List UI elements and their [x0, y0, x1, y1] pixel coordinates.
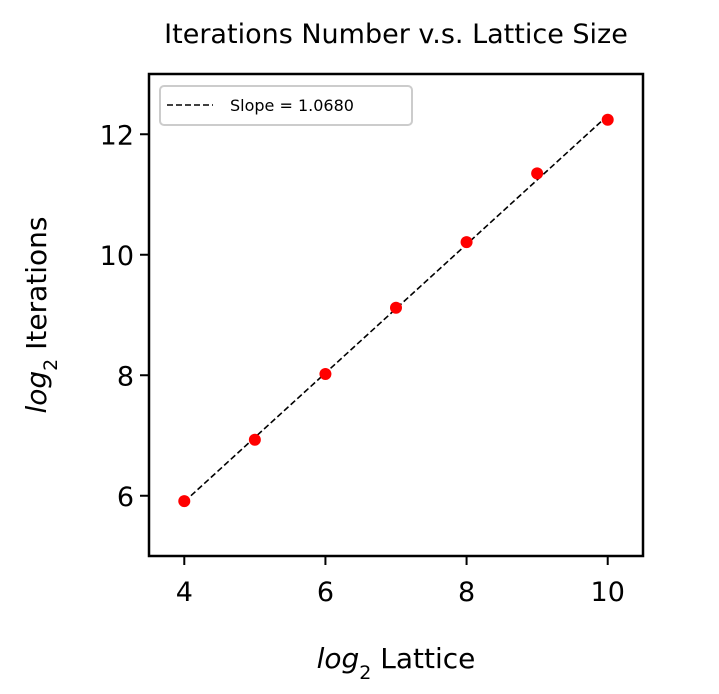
- x-axis-label-math: log: [317, 642, 360, 675]
- y-tick-label: 12: [100, 120, 134, 151]
- y-tick-label: 6: [117, 482, 134, 513]
- x-axis-label-subscript: 2: [359, 662, 371, 684]
- plot-area: [147, 72, 645, 558]
- data-point: [319, 368, 332, 381]
- legend: Slope = 1.0680: [159, 85, 413, 126]
- x-axis-label: log2 Lattice: [317, 642, 476, 684]
- x-tick-label: 6: [317, 577, 334, 608]
- legend-label: Slope = 1.0680: [230, 96, 354, 115]
- y-axis: 6 8 10 12: [100, 120, 149, 513]
- y-axis-label-math: log: [20, 371, 53, 414]
- x-tick-label: 10: [591, 577, 625, 608]
- x-tick-label: 8: [458, 577, 475, 608]
- legend-box: [159, 85, 413, 126]
- y-tick-label: 8: [117, 361, 134, 392]
- y-tick-label: 10: [100, 241, 134, 272]
- data-points: [178, 113, 614, 508]
- y-axis-label: log2 Iterations: [20, 216, 62, 413]
- data-point: [531, 167, 544, 180]
- x-axis: 4 6 8 10: [176, 556, 625, 608]
- data-point: [390, 301, 402, 314]
- y-axis-label-subscript: 2: [40, 359, 62, 371]
- x-axis-label-text: Lattice: [371, 642, 475, 675]
- x-tick-label: 4: [176, 577, 193, 608]
- chart-title: Iterations Number v.s. Lattice Size: [164, 19, 628, 50]
- data-point: [178, 495, 191, 508]
- plot-frame: [147, 72, 645, 558]
- data-point: [601, 113, 614, 126]
- data-point: [248, 433, 261, 446]
- data-point: [460, 236, 473, 249]
- y-axis-label-text: Iterations: [20, 216, 53, 358]
